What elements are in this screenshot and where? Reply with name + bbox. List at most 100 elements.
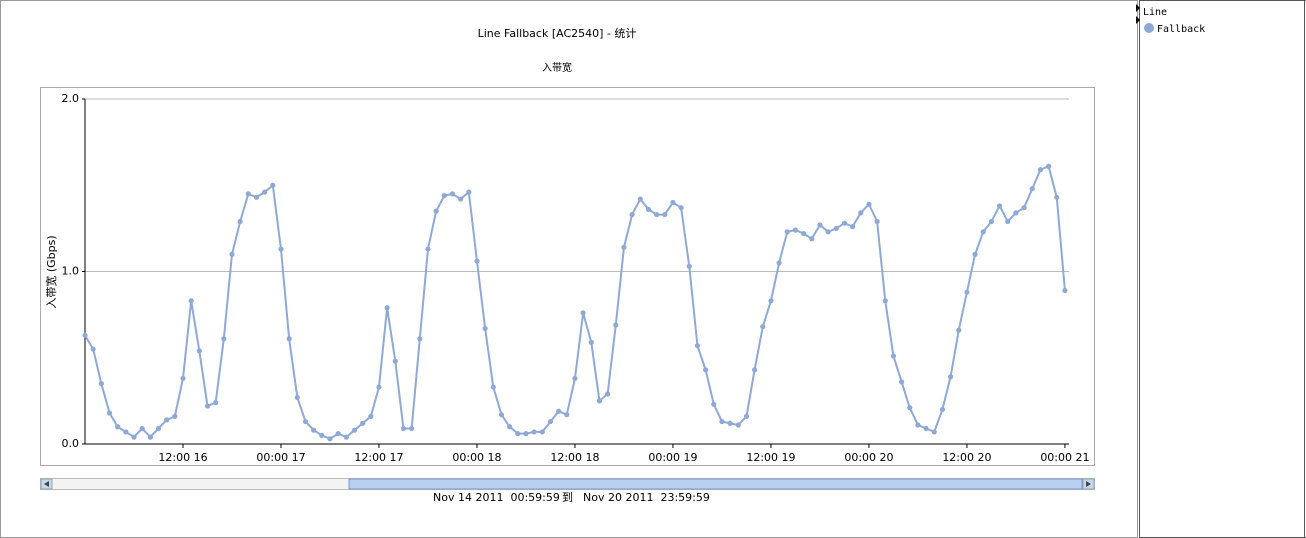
data-point [498, 412, 505, 418]
data-point [572, 375, 578, 382]
data-point [686, 263, 692, 269]
data-point [882, 298, 888, 304]
data-point [760, 324, 766, 330]
data-point [645, 206, 652, 212]
data-point [629, 211, 635, 218]
data-point [98, 381, 104, 387]
data-point [866, 201, 872, 207]
data-point [719, 418, 725, 425]
data-point [343, 434, 349, 440]
data-point [874, 218, 880, 225]
data-point [409, 425, 415, 432]
data-point [180, 375, 186, 382]
range-start: Nov 14 2011 00:59:59 [433, 491, 560, 504]
data-point [376, 384, 382, 390]
data-point [809, 236, 815, 242]
data-point [131, 434, 137, 440]
data-point [923, 425, 929, 432]
data-point [474, 258, 480, 264]
data-point [360, 420, 366, 426]
scrollbar[interactable] [40, 478, 1095, 490]
x-tick-label: 12:00 16 [158, 451, 207, 464]
plot-frame [40, 87, 1095, 466]
data-point [596, 398, 603, 404]
data-point [996, 203, 1003, 209]
data-point [564, 412, 570, 418]
data-point [368, 413, 374, 419]
arrow [44, 481, 49, 487]
data-point [678, 205, 684, 211]
data-point [694, 343, 701, 349]
x-tick-label: 00:00 20 [844, 451, 893, 464]
data-point [311, 427, 317, 433]
data-point [752, 367, 758, 373]
data-point [817, 222, 823, 228]
data-point [172, 413, 178, 419]
arrow [1086, 481, 1091, 487]
data-point [302, 418, 309, 425]
data-point [964, 289, 970, 295]
data-point [490, 384, 496, 390]
data-point [1029, 186, 1035, 192]
data-point [637, 196, 643, 202]
data-point [229, 251, 235, 257]
chart-panel [0, 0, 1138, 538]
data-point [654, 211, 660, 218]
data-point [1054, 194, 1060, 200]
data-point [515, 431, 521, 437]
data-point [466, 189, 472, 195]
legend-marker [1144, 23, 1154, 33]
data-point [670, 199, 676, 206]
data-point [417, 336, 423, 342]
data-point [351, 427, 358, 433]
data-point [335, 431, 341, 437]
data-point [956, 327, 962, 333]
data-point [841, 220, 848, 226]
data-point [858, 210, 864, 216]
chart-subtitle: 入带宽 [542, 61, 572, 74]
data-point [425, 246, 431, 252]
data-point [947, 374, 954, 380]
data-point [221, 336, 227, 342]
x-tick-label: 12:00 19 [746, 451, 795, 464]
data-point [547, 418, 554, 425]
data-point [621, 244, 627, 250]
x-tick-label: 12:00 20 [942, 451, 991, 464]
chart-title: Line Fallback [AC2540] - 统计 [478, 27, 637, 40]
data-point [204, 403, 211, 409]
scroll-thumb[interactable] [348, 478, 1083, 490]
data-point [164, 417, 170, 423]
data-point [605, 391, 611, 397]
x-tick-label: 00:00 18 [452, 451, 501, 464]
data-point [735, 422, 741, 428]
data-point [392, 358, 398, 364]
data-point [580, 310, 586, 316]
data-point [196, 348, 202, 354]
data-point [613, 322, 619, 328]
splitter-arrows[interactable] [1136, 4, 1140, 24]
data-point [727, 420, 733, 426]
x-tick-label: 00:00 17 [256, 451, 305, 464]
x-tick-label: 00:00 19 [648, 451, 697, 464]
data-point [703, 367, 709, 373]
data-point [711, 401, 717, 407]
data-point [801, 230, 807, 237]
legend-panel-border [1139, 0, 1305, 538]
x-tick-label: 12:00 18 [550, 451, 599, 464]
data-point [988, 218, 995, 225]
data-point [539, 429, 545, 435]
data-point [286, 336, 292, 342]
data-point [270, 182, 276, 188]
data-point [662, 211, 668, 218]
data-point [123, 429, 129, 435]
y-tick-label: 2.0 [62, 92, 80, 105]
range-end: Nov 20 2011 23:59:59 [583, 491, 710, 504]
data-point [90, 346, 96, 352]
data-point [507, 424, 513, 430]
y-axis-label: 入带宽 (Gbps) [44, 235, 58, 308]
x-tick-label: 00:00 21 [1040, 451, 1089, 464]
data-point [907, 405, 913, 411]
data-point [115, 424, 121, 430]
data-point [294, 394, 300, 401]
data-point [743, 413, 750, 419]
